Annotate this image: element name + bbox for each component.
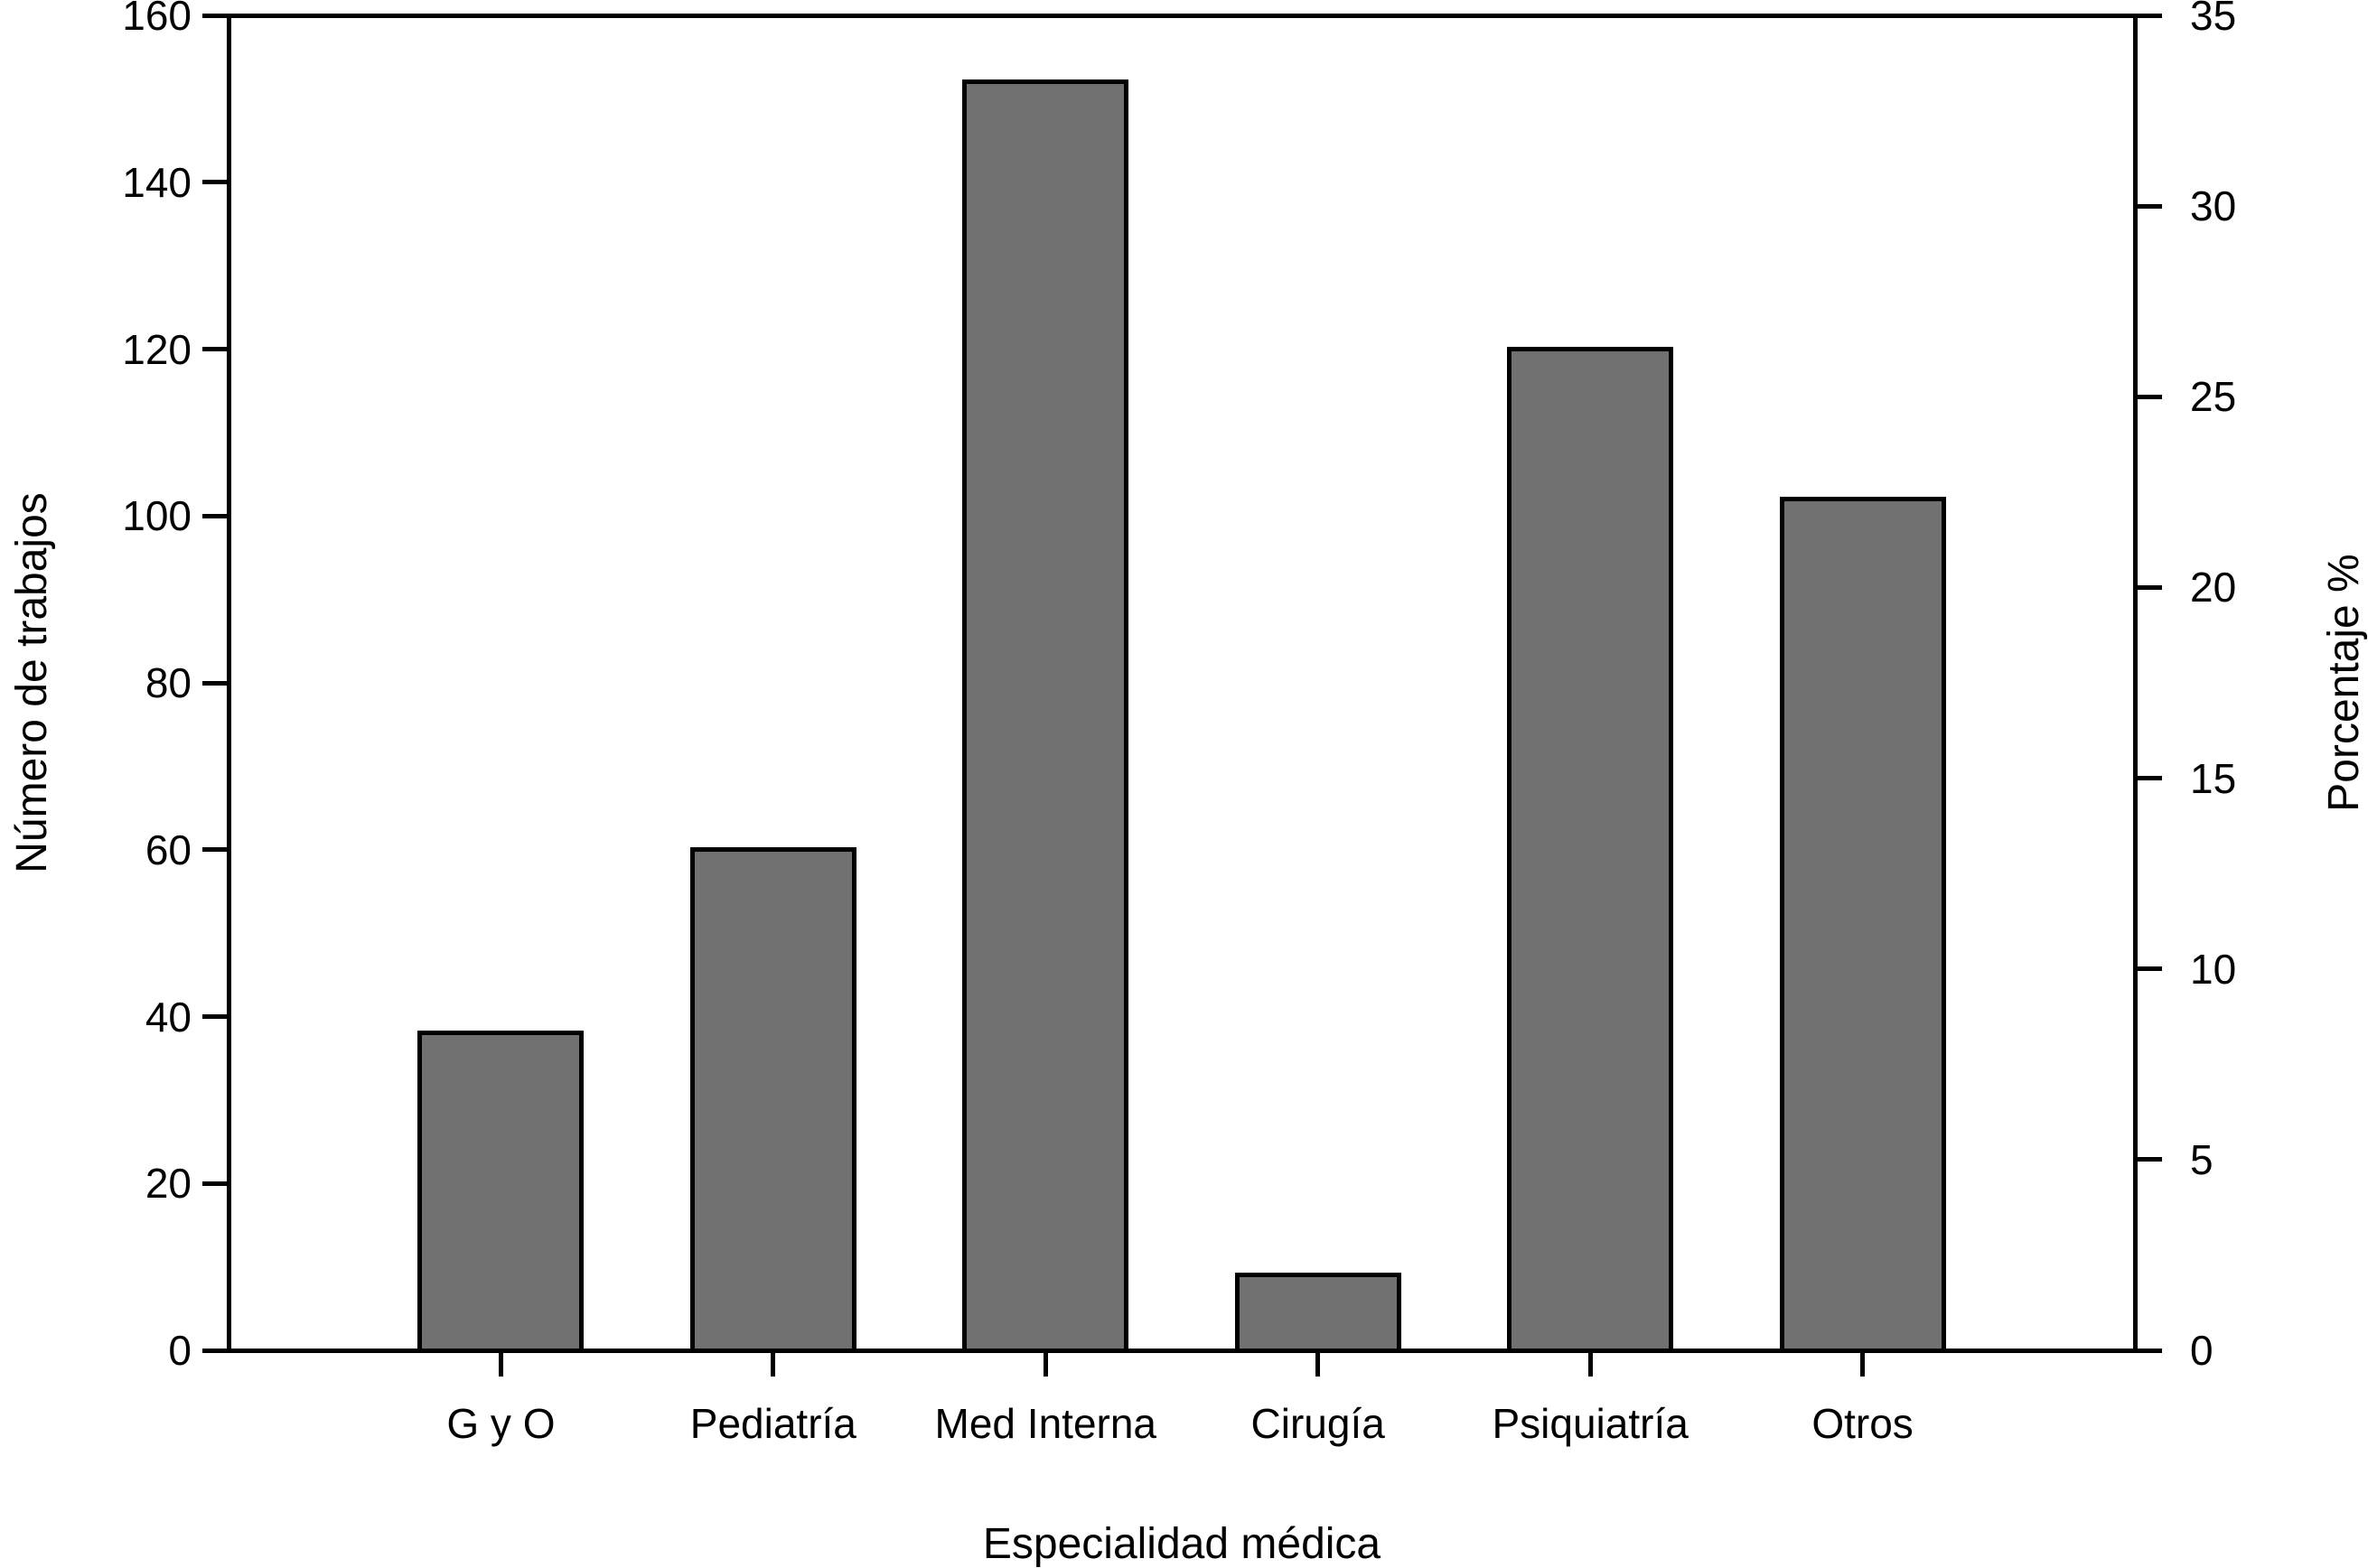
left-axis-tick-label: 40	[145, 993, 192, 1041]
left-axis-tick-label: 20	[145, 1160, 192, 1208]
right-axis-tick	[2137, 1348, 2162, 1353]
left-axis-tick-label: 100	[122, 492, 192, 540]
right-axis-tick-label: 0	[2190, 1327, 2214, 1374]
right-axis-tick-label: 20	[2190, 564, 2237, 611]
right-axis-tick-label: 10	[2190, 945, 2237, 993]
left-axis-tick-label: 160	[122, 0, 192, 39]
left-axis-tick	[201, 1181, 227, 1186]
x-axis-category-label: G y O	[446, 1400, 556, 1447]
bar	[1234, 1273, 1401, 1352]
right-axis-tick	[2137, 966, 2162, 972]
bar	[1779, 497, 1946, 1352]
left-axis-tick	[201, 180, 227, 185]
plot-area-frame	[226, 13, 2138, 1353]
right-axis-tick-label: 30	[2190, 182, 2237, 230]
x-axis-tick	[1315, 1352, 1321, 1377]
left-axis-tick	[201, 680, 227, 686]
left-axis-tick	[201, 513, 227, 518]
x-axis-tick	[771, 1352, 776, 1377]
bar	[689, 847, 856, 1352]
left-axis-tick	[201, 13, 227, 18]
right-axis-tick	[2137, 584, 2162, 590]
left-axis-tick-label: 80	[145, 659, 192, 706]
right-axis-tick	[2137, 776, 2162, 781]
x-axis-tick	[1860, 1352, 1866, 1377]
bar	[417, 1031, 585, 1352]
right-axis-tick	[2137, 394, 2162, 399]
x-axis-tick	[1587, 1352, 1593, 1377]
right-axis-tick-label: 35	[2190, 0, 2237, 39]
left-axis-tick	[201, 1014, 227, 1019]
left-axis-tick-label: 0	[168, 1327, 192, 1374]
left-axis-tick	[201, 1348, 227, 1353]
x-axis-category-label: Cirugía	[1250, 1400, 1385, 1447]
right-axis-tick-label: 15	[2190, 754, 2237, 802]
x-axis-category-label: Psiquiatría	[1492, 1400, 1689, 1447]
x-axis-title: Especialidad médica	[982, 1520, 1381, 1568]
x-axis-tick	[498, 1352, 503, 1377]
x-axis-category-label: Pediatría	[689, 1400, 856, 1447]
bar	[1507, 347, 1674, 1353]
right-axis-tick	[2137, 13, 2162, 18]
left-axis-tick	[201, 347, 227, 351]
left-axis-tick-label: 60	[145, 826, 192, 873]
left-axis-tick	[201, 847, 227, 853]
right-axis-tick-label: 25	[2190, 373, 2237, 421]
right-axis-tick	[2137, 203, 2162, 209]
left-axis-tick-label: 120	[122, 325, 192, 373]
x-axis-tick	[1043, 1352, 1048, 1377]
bar	[962, 79, 1129, 1352]
left-axis-tick-label: 140	[122, 158, 192, 206]
x-axis-category-label: Med Interna	[934, 1400, 1157, 1447]
x-axis-category-label: Otros	[1811, 1400, 1914, 1447]
right-axis-tick-label: 5	[2190, 1135, 2214, 1183]
right-axis-tick	[2137, 1157, 2162, 1162]
